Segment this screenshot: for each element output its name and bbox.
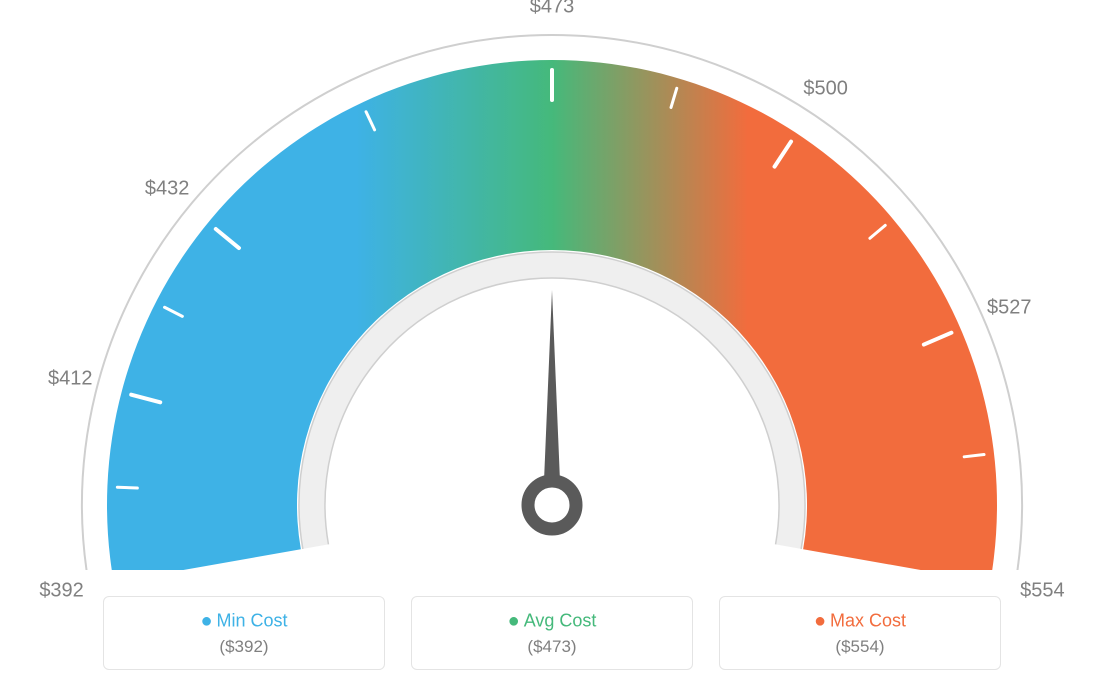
legend-title: ●Avg Cost bbox=[508, 610, 597, 633]
legend-value: ($473) bbox=[527, 637, 576, 657]
gauge-tick-label: $412 bbox=[48, 367, 93, 390]
legend-title: ●Min Cost bbox=[200, 610, 287, 633]
legend-card-min: ●Min Cost ($392) bbox=[103, 596, 385, 670]
gauge-svg bbox=[0, 0, 1104, 570]
legend-card-max: ●Max Cost ($554) bbox=[719, 596, 1001, 670]
legend-value: ($392) bbox=[219, 637, 268, 657]
legend-card-avg: ●Avg Cost ($473) bbox=[411, 596, 693, 670]
legend-title: ●Max Cost bbox=[814, 610, 906, 633]
gauge-tick-label: $473 bbox=[530, 0, 575, 19]
legend-value: ($554) bbox=[835, 637, 884, 657]
gauge-area: $392$412$432$473$500$527$554 bbox=[0, 0, 1104, 570]
cost-gauge-chart: $392$412$432$473$500$527$554 ●Min Cost($… bbox=[0, 0, 1104, 690]
gauge-tick-label: $432 bbox=[145, 178, 190, 201]
gauge-tick-label: $527 bbox=[987, 296, 1032, 319]
legend-row: ●Min Cost ($392) ●Avg Cost ($473) ●Max Cost (… bbox=[0, 596, 1104, 670]
gauge-tick-label: $500 bbox=[803, 77, 848, 100]
